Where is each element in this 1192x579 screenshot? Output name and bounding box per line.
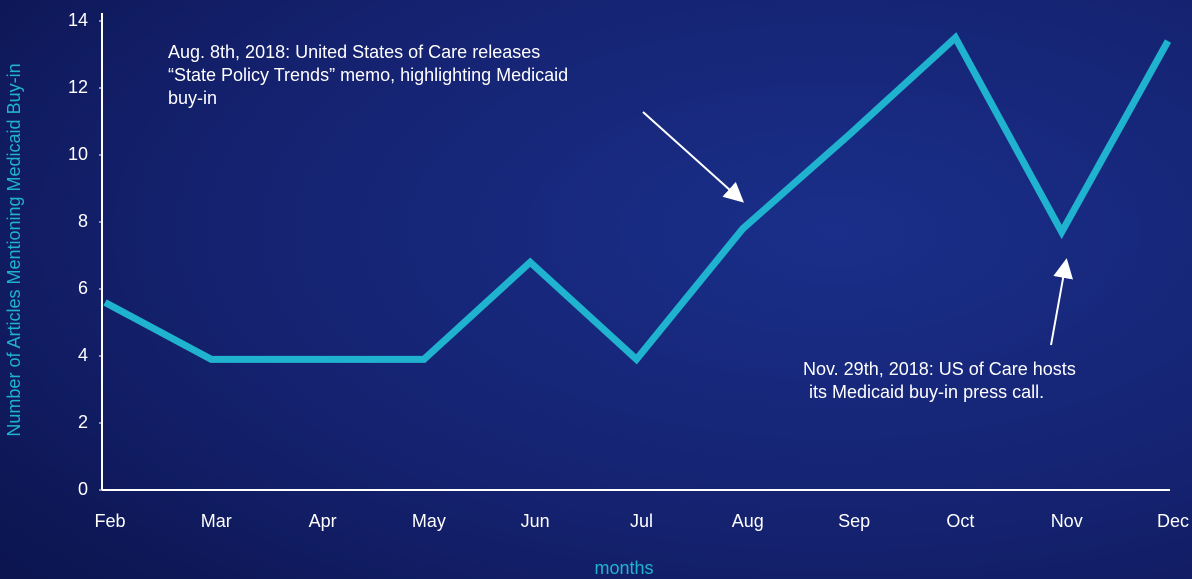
x-tick-label: Apr [309, 511, 337, 531]
y-tick-label: 8 [78, 211, 88, 231]
y-tick-label: 14 [68, 10, 88, 30]
x-tick-label: Oct [946, 511, 974, 531]
y-tick-label: 6 [78, 278, 88, 298]
y-tick-label: 10 [68, 144, 88, 164]
annotation: Aug. 8th, 2018: United States of Care re… [168, 42, 540, 62]
x-tick-label: May [412, 511, 446, 531]
y-tick-label: 0 [78, 479, 88, 499]
x-tick-label: Jun [521, 511, 550, 531]
x-tick-label: Nov [1051, 511, 1083, 531]
x-tick-label: Feb [94, 511, 125, 531]
y-axis-label: Number of Articles Mentioning Medicaid B… [4, 63, 24, 436]
annotation: its Medicaid buy-in press call. [809, 382, 1044, 402]
x-tick-label: Sep [838, 511, 870, 531]
x-tick-label: Jul [630, 511, 653, 531]
x-axis-label: months [594, 558, 653, 578]
arrow [642, 111, 744, 203]
y-tick-label: 2 [78, 412, 88, 432]
arrow [1050, 258, 1073, 346]
x-tick-label: Dec [1157, 511, 1189, 531]
annotation: buy-in [168, 88, 217, 108]
x-tick-label: Mar [201, 511, 232, 531]
y-tick-label: 4 [78, 345, 88, 365]
y-tick-label: 12 [68, 77, 88, 97]
annotation: Nov. 29th, 2018: US of Care hosts [803, 359, 1076, 379]
annotation: “State Policy Trends” memo, highlighting… [168, 65, 568, 85]
data-line [103, 32, 1172, 365]
x-tick-label: Aug [732, 511, 764, 531]
